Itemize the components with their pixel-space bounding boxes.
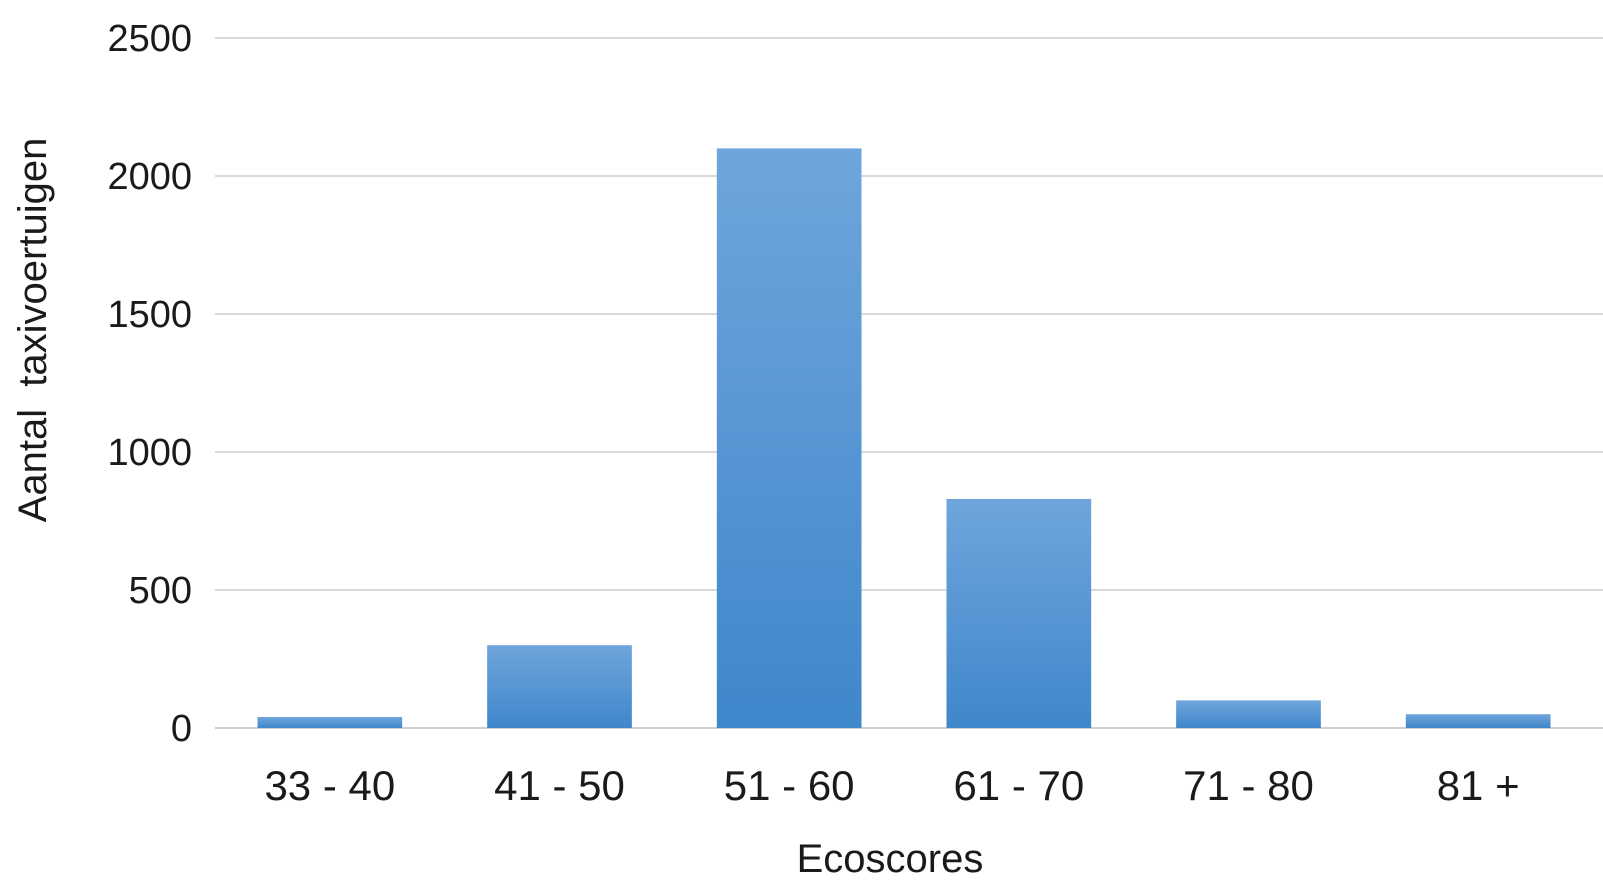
y-tick-labels: 0 500 1000 1500 2000 2500 (107, 18, 192, 750)
y-axis-title: Aantal taxivoertuigen (11, 138, 55, 523)
x-tick-labels: 33 - 40 41 - 50 51 - 60 61 - 70 71 - 80 81 + (264, 762, 1519, 809)
x-tick-label: 51 - 60 (724, 762, 855, 809)
y-tick-label: 2000 (107, 156, 192, 198)
x-axis-title: Ecoscores (797, 837, 984, 881)
bar-51-60 (716, 148, 862, 728)
y-tick-label: 1000 (107, 432, 192, 474)
bars (257, 148, 1551, 728)
x-tick-label: 71 - 80 (1183, 762, 1314, 809)
y-tick-label: 1500 (107, 294, 192, 336)
x-tick-label: 81 + (1437, 762, 1520, 809)
bar-81 (1405, 714, 1551, 728)
y-tick-label: 500 (129, 570, 192, 612)
x-tick-label: 33 - 40 (264, 762, 395, 809)
gridlines (215, 37, 1603, 729)
bar-33-40 (257, 716, 403, 728)
bar-41-50 (487, 645, 632, 728)
y-tick-label: 0 (171, 708, 192, 750)
x-tick-label: 41 - 50 (494, 762, 625, 809)
y-tick-label: 2500 (107, 18, 192, 60)
bar-71-80 (1176, 700, 1321, 728)
bar-61-70 (946, 498, 1092, 728)
x-tick-label: 61 - 70 (953, 762, 1084, 809)
